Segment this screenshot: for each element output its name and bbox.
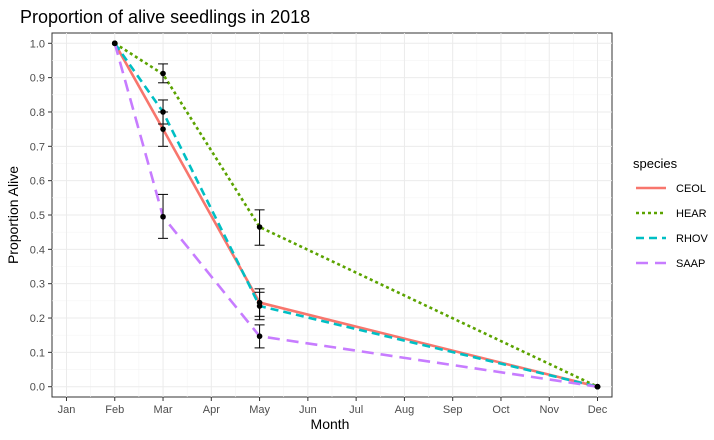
series-lines [113, 42, 599, 388]
y-tick-label: 0.9 [30, 73, 45, 85]
y-tick-label: 0.5 [30, 210, 45, 222]
x-tick-label: Jan [58, 404, 76, 416]
x-axis: Jan Feb Mar Apr May Jun Jul Aug Sep Oct Nov Dec [58, 397, 608, 416]
x-tick-label: Sep [443, 404, 463, 416]
series-line-saap [113, 42, 598, 388]
data-point-rhov [160, 109, 166, 115]
data-point-rhov [256, 303, 263, 309]
x-tick-label: Jul [349, 404, 363, 416]
y-tick-label: 0.7 [30, 141, 45, 153]
x-tick-label: Jun [299, 404, 317, 416]
x-tick-label: Mar [154, 404, 173, 416]
data-point-saap [594, 383, 601, 390]
y-tick-label: 0.4 [30, 244, 45, 256]
x-tick-label: May [249, 404, 270, 416]
y-axis-title: Proportion Alive [5, 166, 21, 264]
x-tick-label: Apr [203, 404, 220, 416]
x-tick-label: Feb [105, 404, 124, 416]
legend: species CEOL HEAR RHOV SAAP [633, 156, 708, 270]
y-tick-label: 0.6 [30, 176, 45, 188]
data-point-saap [160, 213, 166, 220]
y-tick-label: 0.3 [30, 279, 45, 291]
data-point-saap [111, 40, 118, 47]
chart-title: Proportion of alive seedlings in 2018 [20, 7, 310, 27]
y-tick-label: 0.8 [30, 107, 45, 119]
y-tick-label: 0.0 [30, 382, 45, 394]
data-point-hear [160, 70, 166, 77]
y-tick-label: 1.0 [30, 38, 45, 50]
data-points [111, 40, 601, 390]
y-tick-label: 0.2 [30, 313, 45, 325]
x-axis-title: Month [311, 416, 350, 432]
y-axis: 0.0 0.1 0.2 0.3 0.4 0.5 0.6 0.7 0.8 0.9 1.0 [30, 38, 52, 394]
x-tick-label: Nov [539, 404, 559, 416]
legend-label: HEAR [676, 208, 707, 220]
y-tick-label: 0.1 [30, 347, 45, 359]
data-point-hear [256, 224, 263, 230]
data-point-saap [256, 333, 263, 340]
legend-label: CEOL [676, 183, 706, 195]
legend-label: RHOV [676, 233, 708, 245]
series-line-rhov [113, 42, 598, 388]
legend-title: species [633, 156, 678, 171]
series-line-ceol [113, 42, 598, 388]
x-tick-label: Oct [492, 404, 509, 416]
legend-label: SAAP [676, 258, 705, 270]
x-tick-label: Dec [588, 404, 608, 416]
data-point-ceol [160, 126, 166, 132]
x-tick-label: Aug [395, 404, 415, 416]
